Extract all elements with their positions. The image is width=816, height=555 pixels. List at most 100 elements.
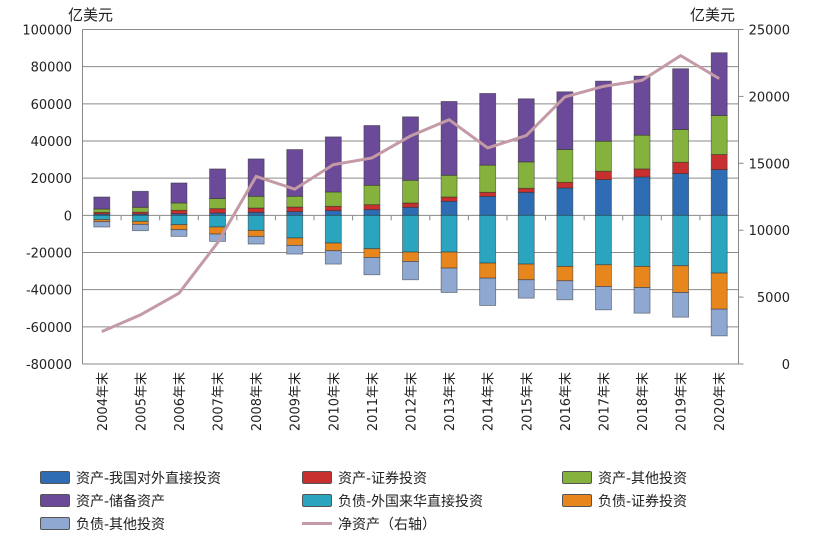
bar-segment (479, 277, 497, 306)
legend-item: 资产-其他投资 (562, 468, 802, 487)
bar-segment (672, 265, 690, 293)
x-tick-label: 2007年末 (212, 372, 227, 431)
bar-segment (517, 161, 535, 189)
bar-segment (556, 214, 574, 267)
bar-segment (324, 205, 342, 212)
bar-segment (440, 251, 458, 269)
bar-segment (440, 200, 458, 216)
bar-segment (633, 168, 651, 178)
x-tick-label: 2010年末 (327, 372, 342, 431)
bar-segment (595, 179, 612, 216)
bar-segment (363, 257, 381, 276)
bar-segment (363, 204, 381, 211)
bar-segment (672, 292, 690, 318)
bar-segment (286, 149, 304, 197)
bar-segment (672, 129, 690, 163)
y2-tick-label: 20000 (749, 90, 790, 105)
legend-label: 资产-我国对外直接投资 (76, 470, 222, 487)
bar-segment (556, 266, 574, 282)
bar-segment (440, 174, 458, 198)
x-tick-label: 2015年末 (520, 372, 535, 431)
bar-segment (479, 191, 497, 197)
legend-item: 负债-外国来华直接投资 (302, 491, 562, 510)
legend-swatch (562, 471, 592, 484)
bar-segment (131, 214, 149, 222)
bar-segment (324, 242, 342, 252)
bar-segment (517, 98, 535, 163)
bar-segment (209, 208, 226, 214)
y2-tick-label: 10000 (749, 224, 790, 239)
y2-tick-label: 15000 (749, 157, 790, 172)
bar-segment (556, 280, 574, 301)
bar-segment (170, 214, 188, 226)
bar-segment (517, 214, 535, 265)
bar-segment (324, 191, 342, 207)
bar-segment (479, 262, 497, 279)
bar-segment (402, 116, 419, 181)
bar-segment (363, 125, 381, 186)
legend-item: 净资产（右轴） (302, 514, 562, 533)
legend-swatch (562, 494, 592, 507)
y2-tick-label: 25000 (749, 24, 790, 39)
bar-segment (402, 261, 419, 281)
x-tick-label: 2009年末 (289, 372, 304, 431)
bar-segment (209, 168, 226, 200)
bar-segment (556, 187, 574, 216)
bar-segment (595, 170, 612, 180)
x-tick-label: 2011年末 (366, 372, 381, 431)
bar-segment (363, 248, 381, 258)
x-tick-label: 2016年末 (559, 372, 574, 431)
bar-segment (633, 75, 651, 136)
bar-segment (710, 214, 728, 274)
y-tick-label: -40000 (26, 284, 72, 299)
bar-segment (247, 211, 265, 216)
bar-segment (479, 164, 497, 193)
bar-segment (710, 272, 728, 310)
bar-segment (402, 206, 419, 216)
bar-segment (286, 206, 304, 213)
bar-segment (131, 220, 149, 225)
bar-segment (402, 179, 419, 204)
bar-segment (556, 181, 574, 189)
bar-segment (363, 184, 381, 206)
bar-segment (440, 196, 458, 202)
bar-segment (595, 214, 612, 266)
legend-label: 负债-证券投资 (598, 493, 688, 510)
legend-swatch (302, 522, 332, 525)
bar-segment (324, 214, 342, 244)
bar-segment (672, 173, 690, 216)
bar-segment (633, 214, 651, 267)
bar-segment (517, 191, 535, 216)
bar-segment (517, 263, 535, 281)
bar-segment (93, 214, 111, 221)
x-tick-label: 2018年末 (636, 372, 651, 431)
y-tick-label: 100000 (22, 24, 72, 39)
y-tick-label: 60000 (31, 98, 72, 113)
bar-segment (131, 223, 149, 232)
bar-segment (633, 287, 651, 314)
left-unit-label: 亿美元 (68, 6, 113, 24)
y-tick-label: 40000 (31, 135, 72, 150)
bar-segment (170, 182, 188, 204)
y-tick-label: 0 (64, 209, 72, 224)
bar-segment (209, 198, 226, 210)
bar-segment (247, 235, 265, 245)
bar-segment (286, 211, 304, 216)
bar-segment (170, 229, 188, 237)
legend-label: 资产-证券投资 (338, 470, 428, 487)
legend-item: 负债-证券投资 (562, 491, 802, 510)
bar-segment (93, 196, 111, 210)
legend-item: 资产-储备资产 (40, 491, 302, 510)
bar-segment (93, 208, 111, 213)
net-assets-line (101, 53, 720, 333)
bar-segment (286, 214, 304, 239)
x-tick-label: 2006年末 (173, 372, 188, 431)
bar-segment (672, 161, 690, 174)
x-tick-label: 2005年末 (134, 372, 149, 431)
bar-segment (402, 202, 419, 208)
x-tick-label: 2020年末 (713, 372, 728, 431)
x-tick-label: 2012年末 (405, 372, 420, 431)
x-tick-label: 2013年末 (443, 372, 458, 431)
bar-segment (324, 210, 342, 216)
bar-segment (170, 224, 188, 231)
